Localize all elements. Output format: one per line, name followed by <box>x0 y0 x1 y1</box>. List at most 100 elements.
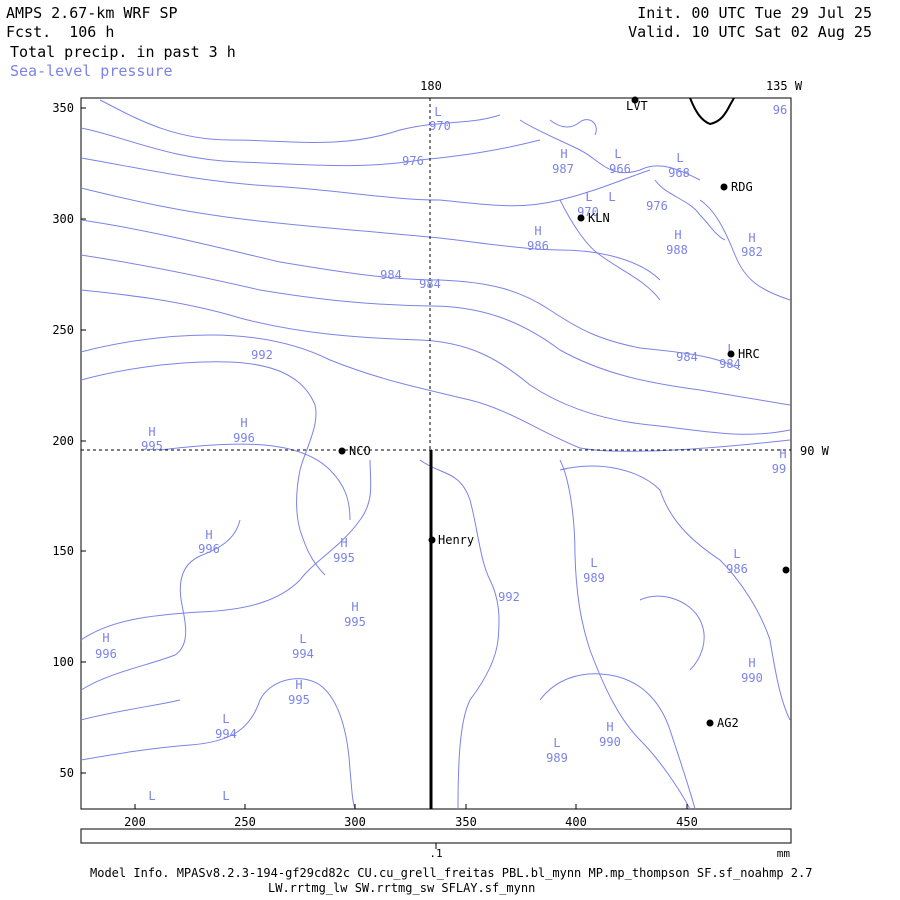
isobar-label: 989 <box>546 751 568 765</box>
isobar-label: 992 <box>498 590 520 604</box>
isobar-label: 976 <box>402 154 424 168</box>
isobar-label: 984 <box>380 268 402 282</box>
high-marker: H <box>748 231 755 245</box>
coastline <box>689 97 735 126</box>
high-marker: H <box>748 656 755 670</box>
station-label: KLN <box>588 211 610 225</box>
lon-label-135w: 135 W <box>766 79 803 93</box>
map-frame <box>80 97 792 810</box>
x-tick-label: 450 <box>676 815 698 829</box>
isobar-label: 99 <box>772 462 786 476</box>
precip-colorbar <box>80 828 792 844</box>
field-precip-label: Total precip. in past 3 h <box>10 43 236 61</box>
isobar-label: 988 <box>666 243 688 257</box>
high-marker: H <box>560 147 567 161</box>
colorbar-unit: mm <box>777 847 791 860</box>
station-label: RDG <box>731 180 753 194</box>
high-marker: H <box>340 536 347 550</box>
init-time: Init. 00 UTC Tue 29 Jul 25 <box>637 4 872 22</box>
isobar-label: 986 <box>527 239 549 253</box>
isobar-label: 966 <box>609 162 631 176</box>
colorbar-tick-label: .1 <box>429 847 442 860</box>
high-marker: H <box>351 600 358 614</box>
isobar-label: 976 <box>646 199 668 213</box>
model-title: AMPS 2.67-km WRF SP <box>6 4 178 22</box>
isobar-label: 990 <box>599 735 621 749</box>
low-marker: L <box>222 789 229 803</box>
x-tick-label: 250 <box>234 815 256 829</box>
station-label: HRC <box>738 347 760 361</box>
high-marker: H <box>205 528 212 542</box>
low-marker: L <box>148 789 155 803</box>
x-tick-label: 400 <box>565 815 587 829</box>
y-tick-label: 50 <box>60 766 74 780</box>
isobar-label: 995 <box>333 551 355 565</box>
field-slp-label: Sea-level pressure <box>10 62 173 80</box>
high-marker: H <box>295 678 302 692</box>
high-marker: H <box>148 425 155 439</box>
x-tick-label: 300 <box>344 815 366 829</box>
isobar-label: 96 <box>773 103 787 117</box>
isobar-label: 996 <box>198 542 220 556</box>
lat-label-90w: 90 W <box>800 444 830 458</box>
isobar-label: 984 <box>419 277 441 291</box>
isobar-label: 995 <box>344 615 366 629</box>
isobar-label: 995 <box>141 439 163 453</box>
low-marker: L <box>733 547 740 561</box>
isobar-label: 986 <box>726 562 748 576</box>
low-marker: L <box>585 190 592 204</box>
isobar-label: 996 <box>233 431 255 445</box>
y-tick-label: 350 <box>52 101 74 115</box>
low-marker: L <box>676 151 683 165</box>
station-dot <box>727 350 735 358</box>
high-marker: H <box>240 416 247 430</box>
isobar-label: 982 <box>741 245 763 259</box>
isobar-label: 996 <box>95 647 117 661</box>
low-marker: L <box>590 556 597 570</box>
isobar-label: 987 <box>552 162 574 176</box>
station-dot <box>338 447 346 455</box>
isobar-label: 994 <box>292 647 314 661</box>
station-dot <box>706 719 714 727</box>
valid-time: Valid. 10 UTC Sat 02 Aug 25 <box>628 23 872 41</box>
high-marker: H <box>102 631 109 645</box>
model-info-line1: Model Info. MPASv8.2.3-194-gf29cd82c CU.… <box>90 866 813 880</box>
forecast-hour: Fcst. 106 h <box>6 23 115 41</box>
model-info-line2: LW.rrtmg_lw SW.rrtmg_sw SFLAY.sf_mynn <box>268 881 536 895</box>
low-marker: L <box>299 632 306 646</box>
station-dot <box>428 536 436 544</box>
station-dot <box>577 214 585 222</box>
y-tick-label: 250 <box>52 323 74 337</box>
isobar-label: 968 <box>668 166 690 180</box>
station-dot <box>720 183 728 191</box>
y-tick-label: 200 <box>52 434 74 448</box>
isobar-label: 989 <box>583 571 605 585</box>
station-label: LVT <box>626 99 648 113</box>
high-marker: H <box>534 224 541 238</box>
y-tick-label: 100 <box>52 655 74 669</box>
isobar-label: 984 <box>676 350 698 364</box>
low-marker: L <box>614 147 621 161</box>
station-dot <box>631 96 639 104</box>
x-tick-label: 350 <box>455 815 477 829</box>
high-marker: H <box>674 228 681 242</box>
isobar-label: 984 <box>719 357 741 371</box>
high-marker: H <box>606 720 613 734</box>
low-marker: L <box>608 190 615 204</box>
low-marker: L <box>434 105 441 119</box>
low-marker: L <box>727 342 734 356</box>
station-label: NCO <box>349 444 371 458</box>
isobars <box>80 99 791 810</box>
high-marker: H <box>779 447 786 461</box>
lon-label-180: 180 <box>420 79 442 93</box>
x-tick-label: 200 <box>124 815 146 829</box>
low-marker: L <box>222 712 229 726</box>
station-label: Henry <box>438 533 474 547</box>
station-dot <box>782 566 790 574</box>
station-label: AG2 <box>717 716 739 730</box>
isobar-label: 990 <box>741 671 763 685</box>
y-tick-label: 150 <box>52 544 74 558</box>
isobar-label: 994 <box>215 727 237 741</box>
isobar-label: 995 <box>288 693 310 707</box>
